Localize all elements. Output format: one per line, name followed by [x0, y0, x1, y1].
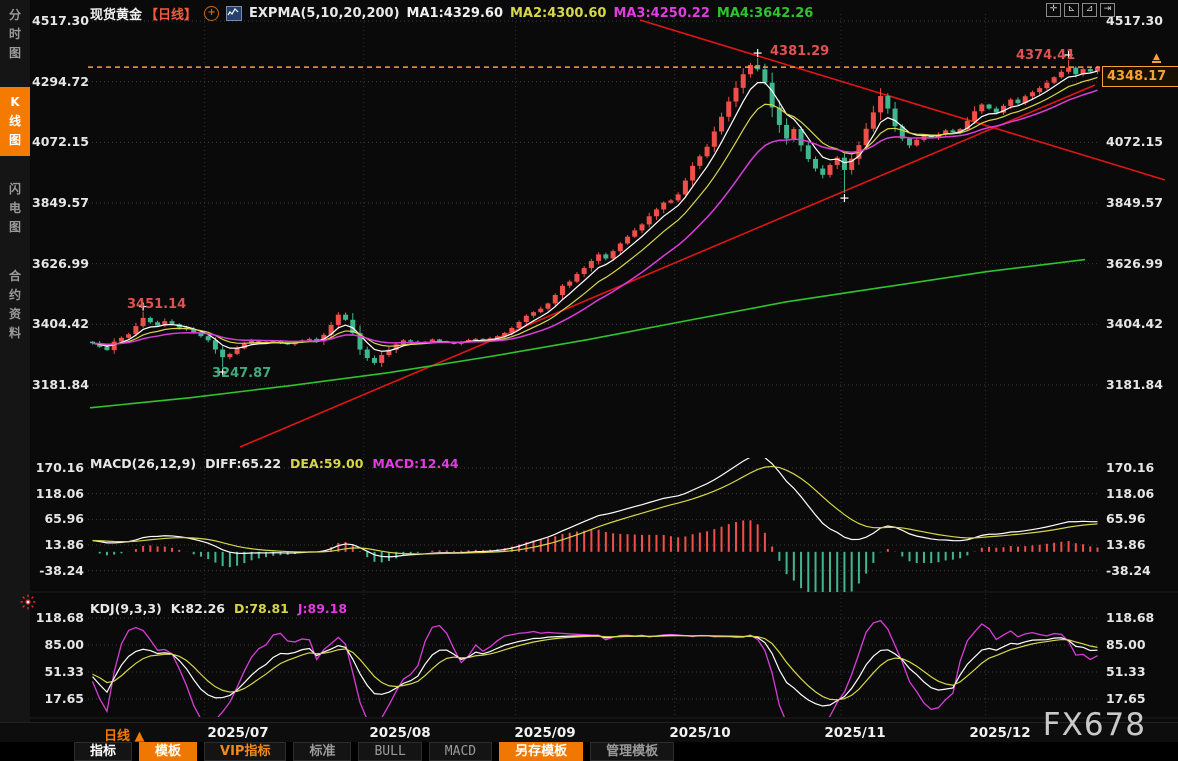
last-price-badge: 4348.17 [1102, 66, 1178, 87]
scale-left-icon[interactable]: ⊾ [1064, 3, 1079, 17]
kdj-d-value: D:78.81 [233, 601, 289, 616]
price-axis-label: 4517.30 [32, 13, 89, 28]
scale-right-icon[interactable]: ⊿ [1082, 3, 1097, 17]
price-axis-label: 3404.42 [32, 316, 89, 332]
period-label[interactable]: 【日线】 [145, 7, 198, 23]
tab-模板[interactable]: 模板 [139, 742, 198, 761]
macd-axis-label: 170.16 [35, 460, 84, 475]
kdj-axis-label: 17.65 [44, 690, 84, 706]
sidebar-item-合约资料[interactable]: 合约资料 [8, 269, 21, 340]
price-axis-label: 3626.99 [1106, 255, 1163, 271]
tab-标准[interactable]: 标准 [293, 742, 352, 761]
macd-axis-label: 118.06 [35, 485, 84, 501]
annotation-high-oct: 4381.29 [770, 44, 830, 59]
macd-axis-label: 118.06 [1106, 485, 1155, 501]
bottom-tab-bar: 指标 模板 VIP指标 标准 BULL MACD 另存模板 管理模板 [0, 742, 1178, 761]
month-label: 2025/10 [669, 725, 731, 741]
kdj-axis-label: 118.68 [1106, 609, 1155, 625]
macd-title: MACD(26,12,9) [90, 456, 197, 471]
macd-axis-label: 13.86 [44, 537, 84, 552]
month-label: 2025/11 [824, 725, 886, 741]
macd-diff-value: DIFF:65.22 [205, 456, 282, 471]
sidebar-item-闪电图[interactable]: 闪电图 [8, 182, 21, 234]
expma-label: EXPMA(5,10,20,200) [249, 5, 400, 21]
annotation-high-dec: 4374.41 [1016, 48, 1076, 63]
price-marker-icon: ▲ [1152, 52, 1161, 63]
macd-axis-label: -38.24 [1106, 562, 1151, 578]
macd-axis-label: 13.86 [1106, 537, 1146, 552]
kdj-axis-label: 51.33 [44, 663, 84, 679]
chart-header: 现货黄金 【日线】 + EXPMA(5,10,20,200) MA1:4329.… [90, 4, 814, 23]
pan-icon[interactable]: ✛ [1046, 3, 1061, 17]
macd-dea-value: DEA:59.00 [290, 456, 364, 471]
kdj-axis-label: 118.68 [35, 609, 84, 625]
price-axis-label: 4072.15 [32, 134, 89, 150]
price-axis-label: 4294.72 [32, 73, 89, 89]
macd-value: MACD:12.44 [372, 456, 459, 471]
kdj-axis-label: 85.00 [1106, 637, 1146, 652]
sidebar-item-分时图[interactable]: 分时图 [8, 8, 21, 60]
chart-toolbar: ✛ ⊾ ⊿ ⇥ [1046, 3, 1115, 17]
price-axis-label: 4072.15 [1106, 134, 1163, 150]
macd-axis-label: 65.96 [1106, 511, 1146, 527]
month-label: 2025/12 [969, 725, 1031, 741]
tab-指标[interactable]: 指标 [74, 742, 133, 761]
kdj-axis-label: 85.00 [44, 637, 84, 652]
kdj-axis-label: 51.33 [1106, 663, 1146, 679]
price-axis-label: 4517.30 [1106, 13, 1163, 28]
watermark: FX678 [1042, 707, 1146, 743]
price-axis-label: 3181.84 [32, 376, 89, 392]
annotation-low-jul: 3247.87 [212, 366, 272, 381]
month-label: 2025/09 [514, 725, 576, 741]
timeframe-selector[interactable]: 日线 ▲ [104, 729, 145, 744]
price-axis-label: 3404.42 [1106, 316, 1163, 332]
macd-axis-label: 170.16 [1106, 460, 1155, 475]
ma2-value: MA2:4300.60 [509, 5, 607, 21]
price-axis-label: 3849.57 [1106, 194, 1163, 210]
annotation-high-jun: 3451.14 [127, 297, 187, 312]
macd-axis-label: -38.24 [39, 562, 84, 578]
symbol-name: 现货黄金 [90, 7, 143, 23]
kdj-title: KDJ(9,3,3) [90, 601, 162, 616]
macd-axis-label: 65.96 [44, 511, 84, 527]
month-label: 2025/08 [369, 725, 431, 741]
price-axis-label: 3626.99 [32, 255, 89, 271]
macd-header: MACD(26,12,9) DIFF:65.22 DEA:59.00 MACD:… [90, 456, 459, 471]
ma3-value: MA3:4250.22 [613, 5, 710, 21]
kdj-k-value: K:82.26 [170, 601, 225, 616]
add-indicator-icon[interactable]: + [204, 5, 220, 21]
kdj-header: KDJ(9,3,3) K:82.26 D:78.81 J:89.18 [90, 601, 347, 616]
tab-另存模板[interactable]: 另存模板 [499, 742, 584, 761]
tab-VIP指标[interactable]: VIP指标 [204, 742, 287, 761]
month-label: 2025/07 [207, 725, 269, 741]
indicator-chart-icon [226, 5, 243, 21]
ma1-value: MA1:4329.60 [406, 5, 503, 21]
price-axis-label: 3181.84 [1106, 376, 1163, 392]
tab-BULL[interactable]: BULL [358, 742, 422, 761]
tab-MACD[interactable]: MACD [428, 742, 493, 761]
tab-管理模板[interactable]: 管理模板 [590, 742, 675, 761]
date-axis-row: 日线 ▲ FX678 2025/07 2025/08 2025/09 2025/10 2… [0, 707, 1178, 744]
price-axis-label: 3849.57 [32, 194, 89, 210]
export-icon[interactable]: ⇥ [1100, 3, 1115, 17]
alert-indicator-icon[interactable] [20, 594, 36, 614]
kdj-axis-label: 17.65 [1106, 690, 1146, 706]
kdj-j-value: J:89.18 [297, 601, 348, 616]
ma4-value: MA4:3642.26 [716, 5, 814, 21]
